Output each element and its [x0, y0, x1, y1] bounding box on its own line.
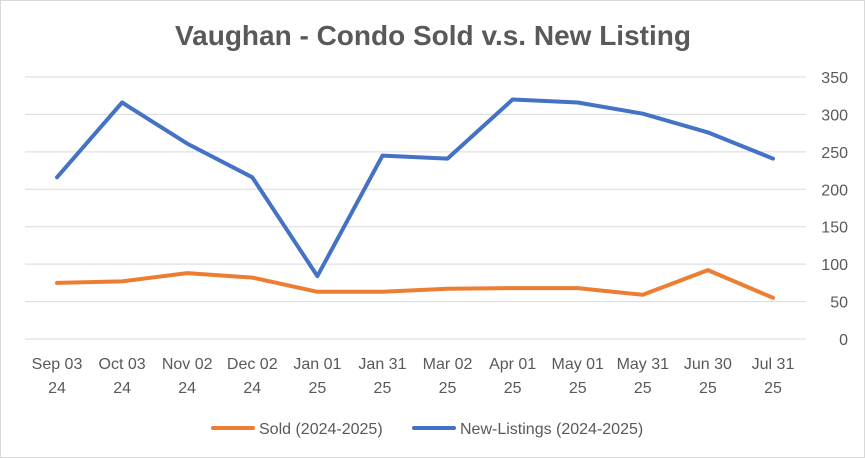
x-tick-label: Mar 02 [423, 356, 473, 373]
x-tick-label-year: 25 [504, 380, 522, 397]
y-tick-label: 0 [839, 332, 848, 349]
legend: Sold (2024-2025) New-Listings (2024-2025) [211, 421, 643, 438]
x-tick-label-year: 25 [569, 380, 587, 397]
x-tick-label-year: 24 [178, 380, 196, 397]
y-tick-label: 50 [830, 295, 848, 312]
x-tick-label-year: 24 [243, 380, 261, 397]
x-tick-label-year: 25 [699, 380, 717, 397]
x-tick-label-year: 24 [113, 380, 131, 397]
legend-label: New-Listings (2024-2025) [460, 421, 643, 438]
y-axis-ticks: 0 50 100 150 200 250 300 350 [821, 70, 848, 349]
x-tick-label: Sep 03 [32, 356, 83, 373]
x-tick-label-year: 25 [374, 380, 392, 397]
x-tick-label: May 31 [617, 356, 670, 373]
y-tick-label: 300 [821, 107, 848, 124]
series-line-1 [55, 97, 775, 279]
x-tick-label: Apr 01 [489, 356, 536, 373]
x-tick-label: Jul 31 [752, 356, 795, 373]
y-tick-label: 200 [821, 182, 848, 199]
x-tick-label: Oct 03 [99, 356, 146, 373]
gridlines [25, 76, 806, 340]
y-tick-label: 100 [821, 257, 848, 274]
legend-label: Sold (2024-2025) [259, 421, 383, 438]
series-lines [55, 97, 775, 300]
chart-title: Vaughan - Condo Sold v.s. New Listing [175, 20, 691, 51]
x-axis-ticks: Sep 03 24 Oct 03 24 Nov 02 24 Dec 02 24 Jan 01 25… [32, 356, 795, 397]
x-tick-label-year: 25 [634, 380, 652, 397]
y-tick-label: 150 [821, 220, 848, 237]
x-tick-label-year: 25 [308, 380, 326, 397]
x-tick-label: Jan 01 [293, 356, 341, 373]
x-tick-label: Jan 31 [358, 356, 406, 373]
x-tick-label-year: 25 [764, 380, 782, 397]
y-tick-label: 350 [821, 70, 848, 87]
x-tick-label: Dec 02 [227, 356, 278, 373]
x-tick-label-year: 25 [439, 380, 457, 397]
x-tick-label: Jun 30 [684, 356, 732, 373]
x-tick-label-year: 24 [48, 380, 66, 397]
x-tick-label: May 01 [551, 356, 604, 373]
series-line-0 [55, 268, 775, 300]
x-tick-label: Nov 02 [162, 356, 213, 373]
y-tick-label: 250 [821, 145, 848, 162]
